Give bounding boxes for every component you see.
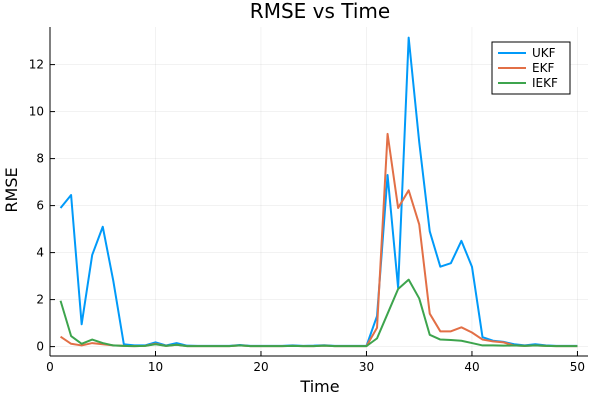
x-tick-label: 40 [464,360,479,374]
y-tick-label: 8 [36,152,44,166]
series-layer [59,36,578,348]
y-tick-label: 12 [29,58,44,72]
x-tick-label: 50 [570,360,585,374]
legend-label-ekf: EKF [532,61,554,75]
x-tick-label: 30 [359,360,374,374]
y-tick-label: 6 [36,199,44,213]
y-tick-label: 4 [36,246,44,260]
legend-label-ukf: UKF [532,46,556,60]
series-line-ekf [59,132,578,348]
y-axis-label: RMSE [2,167,21,212]
x-axis-label: Time [299,377,339,396]
x-tick-label: 10 [148,360,163,374]
axes [49,27,588,357]
x-tick-label: 0 [46,360,54,374]
x-tick-label: 20 [253,360,268,374]
y-tick-label: 10 [29,105,44,119]
tick-labels: 0 10 20 30 40 50 0 2 4 6 8 10 12 [29,58,585,374]
y-tick-label: 2 [36,293,44,307]
y-tick-label: 0 [36,340,44,354]
chart-title: RMSE vs Time [250,0,390,23]
series-line-iekf [59,278,578,348]
legend-label-iekf: IEKF [532,76,558,90]
